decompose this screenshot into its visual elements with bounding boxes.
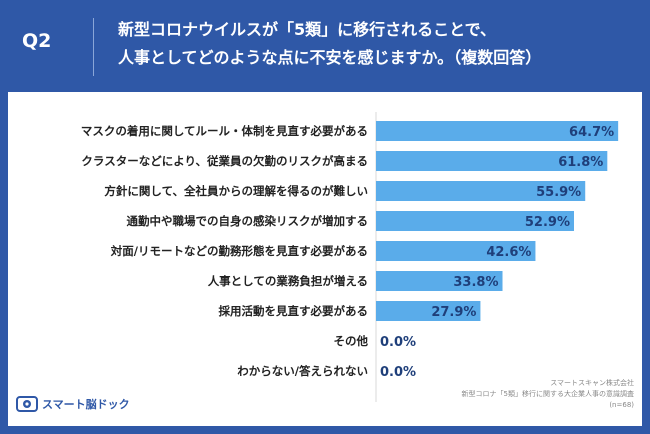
source-sample: (n=68) (609, 401, 634, 409)
question-line-1: 新型コロナウイルスが「5類」に移行されることで、 (118, 20, 497, 39)
question-text: 新型コロナウイルスが「5類」に移行されることで、 人事としてどのような点に不安を… (118, 16, 638, 72)
bar (376, 151, 608, 171)
value-label: 42.6% (486, 245, 531, 260)
value-label: 61.8% (558, 155, 603, 170)
category-label: わからない/答えられない (237, 364, 368, 378)
category-label: マスクの着用に関してルール・体制を見直す必要がある (81, 124, 368, 138)
source-survey: 新型コロナ「5類」移行に関する大企業人事の意識調査 (461, 390, 634, 398)
bar (376, 121, 619, 141)
value-label: 64.7% (569, 125, 614, 140)
question-number: Q2 (22, 30, 52, 52)
header: Q2 新型コロナウイルスが「5類」に移行されることで、 人事としてどのような点に… (0, 0, 650, 92)
bar (376, 211, 574, 231)
brand-logo: スマート脳ドック (16, 393, 144, 415)
value-label: 55.9% (536, 185, 581, 200)
bar (376, 301, 481, 321)
value-label: 33.8% (453, 275, 498, 290)
value-label: 27.9% (431, 305, 476, 320)
category-label: 対面/リモートなどの勤務形態を見直す必要がある (110, 244, 368, 258)
value-label: 0.0% (380, 335, 416, 350)
question-line-2: 人事としてどのような点に不安を感じますか。（複数回答） (118, 48, 542, 67)
value-label: 52.9% (525, 215, 570, 230)
bar (376, 271, 503, 291)
brain-dock-logo-icon (16, 396, 38, 412)
source-company: スマートスキャン株式会社 (550, 379, 634, 387)
bar (376, 241, 536, 261)
brand-name: スマート脳ドック (42, 398, 130, 411)
value-label: 0.0% (380, 365, 416, 380)
bar-chart: マスクの着用に関してルール・体制を見直す必要がある 64.7% クラスターなどにより… (81, 112, 619, 402)
category-label: クラスターなどにより、従業員の欠勤のリスクが高まる (81, 154, 368, 168)
category-label: 人事としての業務負担が増える (208, 274, 368, 288)
category-label: 方針に関して、全社員からの理解を得るのが難しい (104, 184, 368, 198)
source-note: スマートスキャン株式会社 新型コロナ「5類」移行に関する大企業人事の意識調査 (… (374, 378, 634, 411)
category-label: 通勤中や職場での自身の感染リスクが増加する (127, 214, 369, 228)
category-label: その他 (334, 334, 369, 348)
chart-panel: マスクの着用に関してルール・体制を見直す必要がある 64.7% クラスターなどにより… (8, 92, 642, 426)
header-divider (93, 18, 94, 76)
bar (376, 181, 586, 201)
category-label: 採用活動を見直す必要がある (219, 304, 369, 318)
